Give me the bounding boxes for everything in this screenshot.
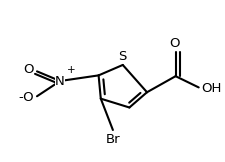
- Text: S: S: [118, 50, 126, 63]
- Text: Br: Br: [105, 133, 120, 146]
- Text: O: O: [23, 63, 34, 76]
- Text: OH: OH: [200, 82, 220, 95]
- Text: -O: -O: [18, 91, 34, 104]
- Text: O: O: [169, 37, 179, 50]
- Text: +: +: [67, 65, 75, 75]
- Text: N: N: [54, 75, 64, 88]
